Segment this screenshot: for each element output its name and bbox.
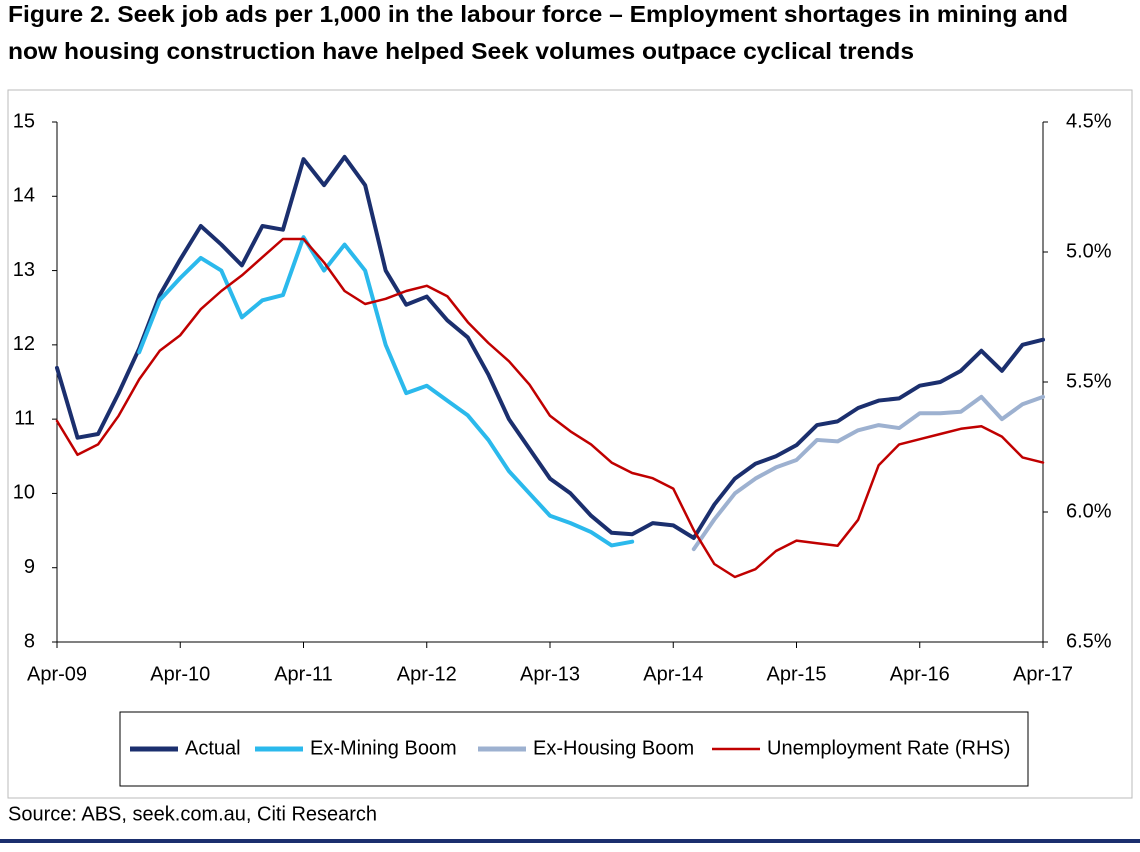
x-tick-label: Apr-09: [27, 663, 87, 685]
chart-frame: [7, 89, 1133, 799]
legend-label: Unemployment Rate (RHS): [767, 737, 1010, 759]
y2-tick-label: 6.5%: [1066, 630, 1112, 652]
x-tick-label: Apr-13: [520, 663, 580, 685]
x-tick-label: Apr-16: [890, 663, 950, 685]
y-tick-label: 13: [13, 259, 35, 281]
x-tick-label: Apr-10: [150, 663, 210, 685]
x-tick-label: Apr-17: [1013, 663, 1073, 685]
series-line: [137, 235, 635, 548]
x-tick-label: Apr-12: [397, 663, 457, 685]
chart-title: now housing construction have helped See…: [8, 38, 914, 64]
legend-label: Actual: [185, 737, 241, 759]
y-tick-label: 14: [13, 185, 35, 207]
y2-tick-label: 6.0%: [1066, 500, 1112, 522]
chart-title: Figure 2. Seek job ads per 1,000 in the …: [8, 1, 1068, 27]
y-tick-label: 9: [24, 556, 35, 578]
series-line: [691, 394, 1045, 552]
y-tick-label: 12: [13, 333, 35, 355]
series-line: [55, 237, 1045, 579]
y2-tick-label: 5.0%: [1066, 240, 1112, 262]
y2-tick-label: 5.5%: [1066, 370, 1112, 392]
series-line: [55, 154, 1045, 540]
y-tick-label: 15: [13, 110, 35, 132]
x-tick-label: Apr-11: [274, 663, 333, 685]
y-tick-label: 10: [13, 482, 35, 504]
x-tick-label: Apr-15: [766, 663, 826, 685]
legend-label: Ex-Housing Boom: [533, 737, 694, 759]
y-tick-label: 8: [24, 630, 35, 652]
source-note: Source: ABS, seek.com.au, Citi Research: [8, 803, 377, 825]
legend-label: Ex-Mining Boom: [310, 737, 457, 759]
x-tick-label: Apr-14: [643, 663, 703, 685]
y2-tick-label: 4.5%: [1066, 110, 1112, 132]
y-tick-label: 11: [14, 407, 35, 429]
